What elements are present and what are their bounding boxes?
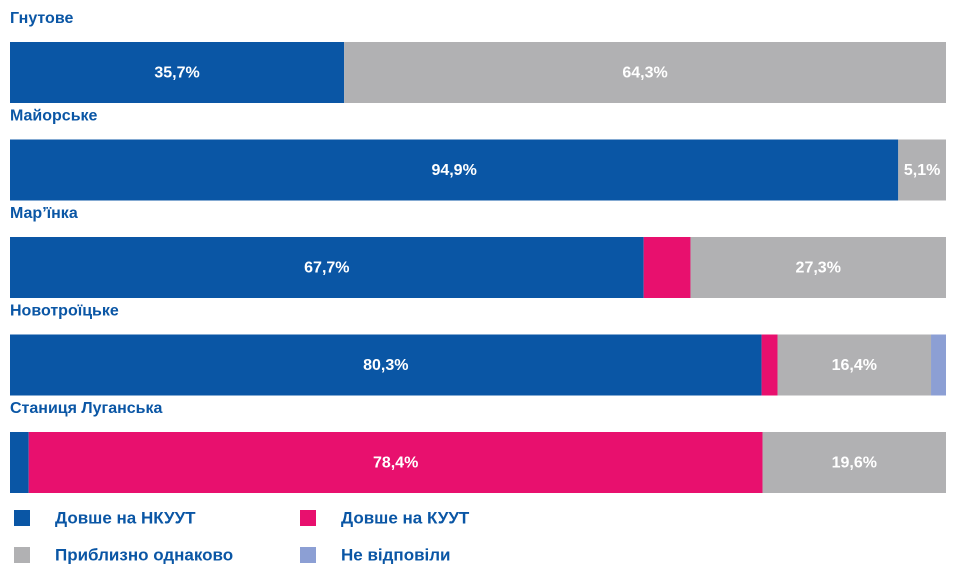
category-label: Станиця Луганська	[10, 400, 163, 417]
bar-segment	[10, 334, 762, 396]
bar-segment	[898, 139, 946, 201]
bar-segment	[10, 139, 899, 201]
legend-swatch	[300, 547, 316, 563]
legend-label: Не відповіли	[341, 545, 451, 564]
category-label: Новотроїцьке	[10, 303, 119, 320]
bar-segment	[690, 237, 946, 298]
value-label: 5,1%	[904, 162, 940, 179]
value-label: 67,7%	[304, 260, 349, 277]
bar-segment	[344, 42, 947, 103]
bar-segment	[28, 432, 763, 493]
bar-segment	[643, 237, 691, 298]
value-label: 94,9%	[431, 162, 476, 179]
value-label: 19,6%	[832, 455, 877, 472]
value-label: 78,4%	[373, 455, 418, 472]
value-label: 27,3%	[796, 260, 841, 277]
bar-segment	[10, 237, 644, 298]
bar-segment	[931, 334, 946, 396]
bar-segment	[761, 334, 778, 396]
category-label: Гнутове	[10, 10, 73, 27]
legend-label: Довше на НКУУТ	[55, 508, 196, 527]
value-label: 16,4%	[832, 357, 877, 374]
legend-swatch	[300, 510, 316, 526]
bar-segment	[10, 42, 345, 103]
legend-label: Приблизно однаково	[55, 545, 233, 564]
legend-label: Довше на КУУТ	[341, 508, 470, 527]
legend-swatch	[14, 510, 30, 526]
legend-swatch	[14, 547, 30, 563]
bar-segment	[10, 432, 29, 493]
category-label: Мар’їнка	[10, 205, 78, 222]
value-label: 64,3%	[622, 65, 667, 82]
value-label: 80,3%	[363, 357, 408, 374]
bar-segment	[762, 432, 946, 493]
bar-segment	[777, 334, 932, 396]
value-label: 35,7%	[154, 65, 199, 82]
category-label: Майорське	[10, 108, 98, 125]
